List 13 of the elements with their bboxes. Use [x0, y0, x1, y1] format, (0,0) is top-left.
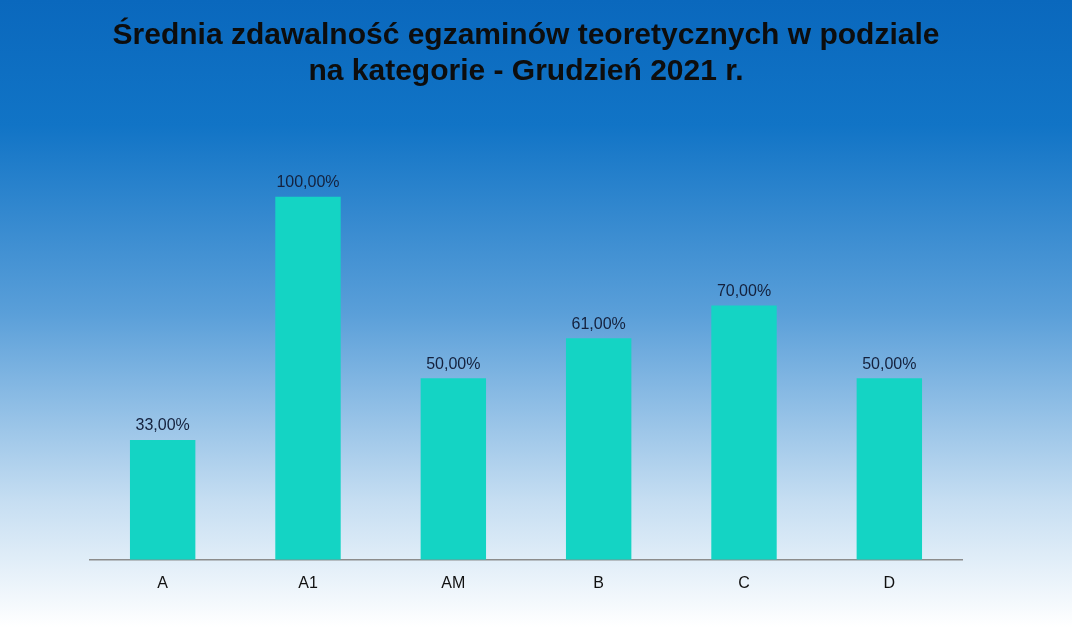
data-label: 50,00%: [862, 354, 917, 372]
x-tick-label: D: [883, 573, 896, 591]
data-label: 61,00%: [571, 314, 626, 332]
x-tick-label: A: [157, 573, 169, 591]
x-tick-label: AM: [441, 573, 466, 591]
chart-title: Średnia zdawalność egzaminów teoretycznych w podziale na kategorie - Grudzień 2021 r.: [112, 17, 940, 87]
data-label: 70,00%: [716, 281, 772, 299]
data-label: 100,00%: [276, 173, 340, 191]
x-tick-label: C: [738, 573, 750, 591]
x-tick-label: B: [593, 573, 604, 591]
data-label: 33,00%: [135, 416, 190, 434]
data-label: 50,00%: [426, 354, 481, 372]
x-tick-label: A1: [298, 573, 318, 591]
